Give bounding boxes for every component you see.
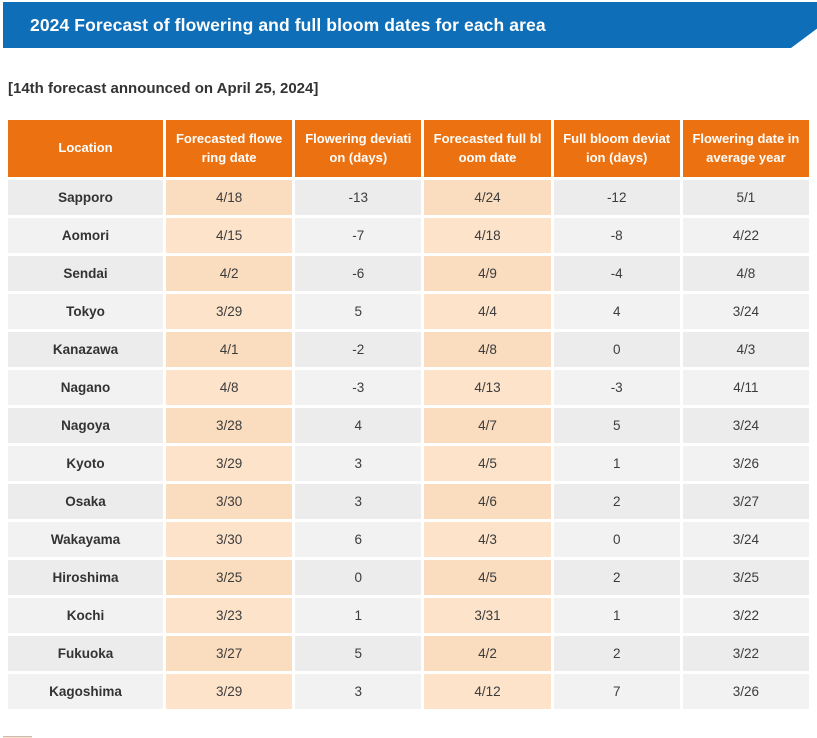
cell-full-bloom-date: 4/5 [424, 560, 551, 595]
column-header-full-bloom-deviation: Full bloom deviation (days) [553, 120, 680, 177]
cell-location: Aomori [8, 218, 163, 253]
cell-full-bloom-deviation: 5 [553, 408, 680, 443]
cell-average-year-date: 4/11 [682, 370, 809, 405]
cell-location: Wakayama [8, 522, 163, 557]
cell-location: Fukuoka [8, 636, 163, 671]
cell-full-bloom-date: 4/4 [424, 294, 551, 329]
cell-flowering-deviation: 0 [295, 560, 422, 595]
cell-average-year-date: 4/8 [682, 256, 809, 291]
cell-average-year-date: 3/24 [682, 522, 809, 557]
cell-full-bloom-deviation: 7 [553, 674, 680, 709]
cell-location: Hiroshima [8, 560, 163, 595]
cell-flowering-date: 3/30 [166, 484, 293, 519]
cell-flowering-date: 4/15 [166, 218, 293, 253]
cell-average-year-date: 5/1 [682, 180, 809, 215]
cell-flowering-deviation: 3 [295, 674, 422, 709]
cell-full-bloom-deviation: -3 [553, 370, 680, 405]
cell-average-year-date: 3/24 [682, 408, 809, 443]
cell-flowering-date: 3/28 [166, 408, 293, 443]
cell-flowering-date: 4/18 [166, 180, 293, 215]
cell-full-bloom-date: 4/13 [424, 370, 551, 405]
cell-location: Tokyo [8, 294, 163, 329]
forecast-announcement-text: [14th forecast announced on April 25, 20… [8, 80, 319, 97]
cell-full-bloom-deviation: -4 [553, 256, 680, 291]
cell-flowering-deviation: 5 [295, 636, 422, 671]
cell-full-bloom-deviation: 0 [553, 522, 680, 557]
cell-full-bloom-deviation: 0 [553, 332, 680, 367]
cell-location: Osaka [8, 484, 163, 519]
cell-full-bloom-date: 4/2 [424, 636, 551, 671]
cell-location: Nagoya [8, 408, 163, 443]
cell-full-bloom-deviation: 2 [553, 636, 680, 671]
cell-location: Kochi [8, 598, 163, 633]
cell-average-year-date: 3/22 [682, 598, 809, 633]
partial-legend-swatch [3, 736, 32, 738]
cell-flowering-deviation: -6 [295, 256, 422, 291]
cell-average-year-date: 3/26 [682, 446, 809, 481]
cell-flowering-deviation: 3 [295, 484, 422, 519]
cell-full-bloom-deviation: 2 [553, 484, 680, 519]
cell-full-bloom-deviation: 4 [553, 294, 680, 329]
cell-flowering-deviation: 4 [295, 408, 422, 443]
cell-location: Sendai [8, 256, 163, 291]
title-banner: 2024 Forecast of flowering and full bloo… [3, 2, 817, 48]
cell-full-bloom-date: 4/9 [424, 256, 551, 291]
cell-flowering-date: 4/8 [166, 370, 293, 405]
cell-average-year-date: 4/22 [682, 218, 809, 253]
cell-flowering-date: 3/30 [166, 522, 293, 557]
cell-full-bloom-date: 4/8 [424, 332, 551, 367]
cell-full-bloom-date: 3/31 [424, 598, 551, 633]
cell-average-year-date: 3/27 [682, 484, 809, 519]
forecast-table: Location Forecasted flowering date Flowe… [8, 120, 809, 709]
column-header-flowering-date: Forecasted flowering date [166, 120, 293, 177]
cell-average-year-date: 3/25 [682, 560, 809, 595]
page-title: 2024 Forecast of flowering and full bloo… [30, 15, 546, 35]
cell-full-bloom-date: 4/3 [424, 522, 551, 557]
cell-full-bloom-date: 4/18 [424, 218, 551, 253]
cell-full-bloom-deviation: 1 [553, 598, 680, 633]
cell-full-bloom-deviation: 1 [553, 446, 680, 481]
cell-flowering-date: 4/1 [166, 332, 293, 367]
cell-location: Nagano [8, 370, 163, 405]
cell-flowering-date: 3/29 [166, 294, 293, 329]
cell-full-bloom-date: 4/6 [424, 484, 551, 519]
cell-full-bloom-deviation: -8 [553, 218, 680, 253]
cell-average-year-date: 4/3 [682, 332, 809, 367]
column-header-full-bloom-date: Forecasted full bloom date [424, 120, 551, 177]
cell-average-year-date: 3/22 [682, 636, 809, 671]
column-header-average-year: Flowering date in average year [682, 120, 809, 177]
cell-full-bloom-deviation: -12 [553, 180, 680, 215]
cell-full-bloom-deviation: 2 [553, 560, 680, 595]
cell-flowering-deviation: 3 [295, 446, 422, 481]
cell-location: Kagoshima [8, 674, 163, 709]
cell-flowering-deviation: 6 [295, 522, 422, 557]
cell-flowering-date: 3/27 [166, 636, 293, 671]
cell-location: Kyoto [8, 446, 163, 481]
column-header-location: Location [8, 120, 163, 177]
cell-flowering-deviation: -7 [295, 218, 422, 253]
cell-location: Sapporo [8, 180, 163, 215]
cell-average-year-date: 3/26 [682, 674, 809, 709]
cell-full-bloom-date: 4/24 [424, 180, 551, 215]
cell-flowering-deviation: -3 [295, 370, 422, 405]
column-header-flowering-deviation: Flowering deviation (days) [295, 120, 422, 177]
cell-flowering-date: 3/29 [166, 446, 293, 481]
cell-flowering-deviation: 1 [295, 598, 422, 633]
cell-flowering-date: 3/29 [166, 674, 293, 709]
cell-flowering-deviation: 5 [295, 294, 422, 329]
cell-flowering-deviation: -2 [295, 332, 422, 367]
cell-location: Kanazawa [8, 332, 163, 367]
cell-full-bloom-date: 4/12 [424, 674, 551, 709]
cell-full-bloom-date: 4/7 [424, 408, 551, 443]
cell-flowering-date: 3/23 [166, 598, 293, 633]
cell-average-year-date: 3/24 [682, 294, 809, 329]
cell-flowering-deviation: -13 [295, 180, 422, 215]
cell-flowering-date: 4/2 [166, 256, 293, 291]
cell-full-bloom-date: 4/5 [424, 446, 551, 481]
cell-flowering-date: 3/25 [166, 560, 293, 595]
